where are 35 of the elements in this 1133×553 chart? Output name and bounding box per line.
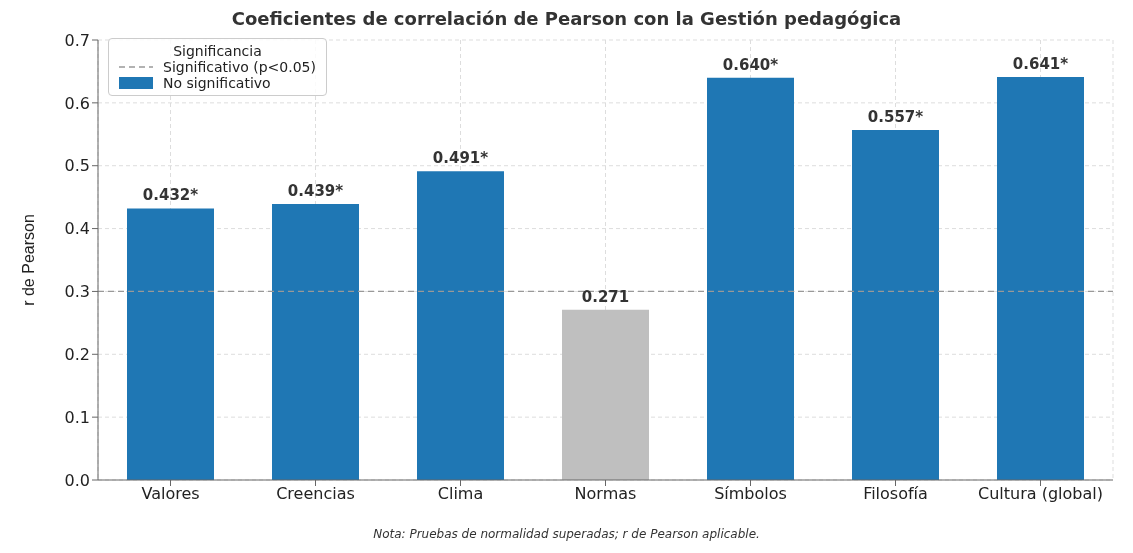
legend-label: Significativo (p<0.05) <box>163 59 316 75</box>
legend-label: No significativo <box>163 75 271 91</box>
bar <box>417 171 504 480</box>
bar <box>562 309 649 480</box>
y-tick-label: 0.6 <box>64 93 90 113</box>
bar <box>272 204 359 480</box>
bar <box>707 77 794 480</box>
y-tick-label: 0.0 <box>64 470 90 490</box>
data-label: 0.491* <box>432 149 489 168</box>
data-label: 0.439* <box>287 182 344 201</box>
bar <box>127 208 214 480</box>
y-tick-label: 0.5 <box>64 156 90 176</box>
x-tick-label: Creencias <box>276 484 355 504</box>
y-tick-label: 0.2 <box>64 344 90 364</box>
data-label: 0.640* <box>722 55 779 74</box>
chart-title: Coeficientes de correlación de Pearson con la Gestión pedagógica <box>230 8 903 29</box>
y-tick-label: 0.4 <box>64 219 90 239</box>
legend-title: Significancia <box>172 43 263 59</box>
x-tick-label: Valores <box>141 484 200 504</box>
text: Nota: Pruebas de normalidad superadas; r de Pearson aplicable. <box>372 527 761 541</box>
data-label: 0.557* <box>867 107 924 126</box>
x-tick-label: Normas <box>574 484 637 504</box>
data-label: 0.271 <box>581 287 630 306</box>
data-label: 0.641* <box>1012 55 1069 74</box>
y-tick-label: 0.7 <box>64 30 90 50</box>
bar <box>852 129 939 480</box>
y-axis-title: r de Pearson <box>19 214 37 306</box>
x-tick-label: Filosofía <box>863 484 928 504</box>
x-tick-label: Cultura (global) <box>978 484 1103 504</box>
y-tick-label: 0.3 <box>64 282 90 302</box>
x-tick-label: Clima <box>437 484 484 504</box>
bar <box>997 77 1084 480</box>
x-tick-label: Símbolos <box>714 484 787 504</box>
y-tick-label: 0.1 <box>64 407 90 427</box>
data-label: 0.432* <box>142 186 199 205</box>
